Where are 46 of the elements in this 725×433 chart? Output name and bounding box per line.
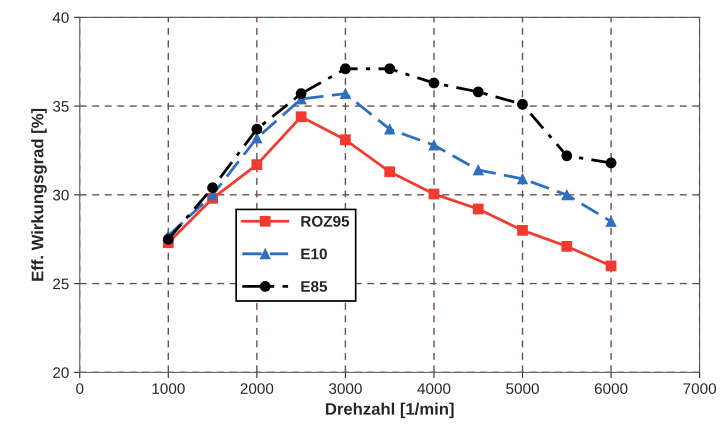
point [606, 216, 616, 227]
x-tick-label: 5000 [506, 383, 539, 394]
point [251, 159, 262, 170]
point [517, 224, 528, 236]
point [340, 134, 351, 146]
point [428, 78, 440, 88]
point [251, 132, 262, 144]
y-tick-label: 35 [52, 100, 69, 112]
legend-label: E85 [301, 281, 328, 292]
point [561, 150, 572, 162]
point [561, 240, 572, 252]
legend-label: E10 [301, 248, 327, 260]
point [561, 189, 572, 200]
x-tick-label: 1000 [152, 383, 185, 394]
y-tick-label: 40 [52, 12, 69, 24]
y-tick-label: 30 [52, 190, 69, 201]
point [251, 124, 262, 135]
x-tick-label: 0 [76, 383, 84, 394]
point [606, 260, 616, 272]
point [472, 164, 484, 176]
point [517, 98, 528, 110]
point [207, 182, 218, 194]
x-tick-label: 7000 [683, 383, 716, 394]
x-tick-label: 6000 [594, 383, 628, 394]
point [428, 140, 440, 151]
x-tick-label: 3000 [329, 383, 362, 394]
x-axis-title: Drehzahl [1/min] [326, 402, 454, 418]
point [428, 188, 440, 200]
point [384, 63, 396, 74]
point [296, 88, 307, 100]
point [384, 166, 396, 178]
point [517, 173, 528, 184]
point [384, 124, 396, 135]
point [340, 63, 351, 74]
y-tick-label: 20 [53, 367, 69, 378]
point [472, 204, 484, 214]
point [606, 158, 616, 168]
legend-label: ROZ95 [301, 216, 350, 227]
point [472, 86, 484, 98]
y-axis-title: Eff. Wirkungsgrad [%] [31, 108, 47, 281]
point [162, 234, 174, 245]
point [296, 111, 307, 122]
y-tick-label: 25 [53, 278, 69, 290]
point [340, 88, 351, 100]
x-tick-label: 4000 [417, 383, 450, 394]
x-tick-label: 2000 [240, 383, 274, 394]
